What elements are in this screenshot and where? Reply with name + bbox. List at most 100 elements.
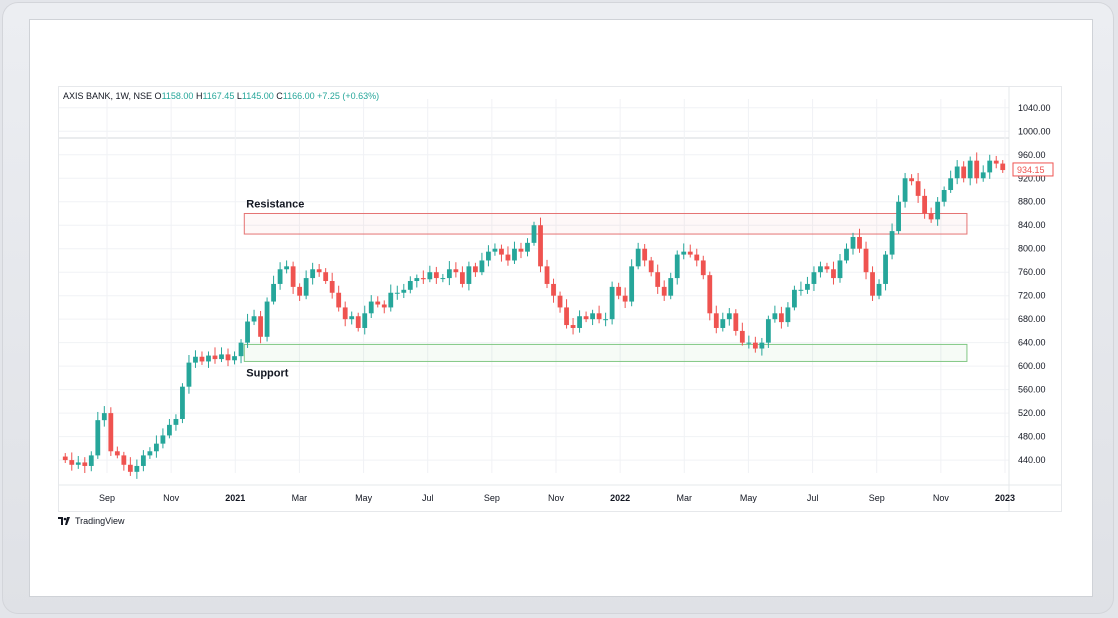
candle-body bbox=[544, 266, 550, 284]
x-tick-label: May bbox=[355, 493, 373, 503]
candle-body bbox=[844, 248, 849, 261]
open-label: O bbox=[154, 91, 162, 101]
candle-body bbox=[316, 269, 322, 273]
candle-body bbox=[95, 420, 101, 456]
candle-body bbox=[284, 266, 290, 270]
candle-body bbox=[538, 225, 543, 267]
candle-body bbox=[661, 286, 667, 296]
candle-body bbox=[440, 278, 446, 280]
y-tick-label: 760.00 bbox=[1018, 267, 1046, 277]
candle-body bbox=[375, 301, 381, 305]
support-zone bbox=[243, 343, 968, 362]
candle-body bbox=[902, 178, 908, 202]
y-tick-label: 1040.00 bbox=[1018, 103, 1051, 113]
x-tick-label: Nov bbox=[548, 493, 565, 503]
chart-area[interactable]: 440.00 480.00 520.00 560.00 600.00 640.00 680.… bbox=[58, 86, 1062, 512]
candle-body bbox=[909, 178, 914, 182]
candle-body bbox=[557, 295, 563, 308]
candle-body bbox=[505, 254, 511, 261]
candle-body bbox=[609, 286, 615, 320]
tradingview-logo[interactable]: TradingView bbox=[58, 516, 125, 526]
candle-body bbox=[101, 413, 107, 421]
candle-body bbox=[75, 462, 81, 465]
price-tag: 934.15 bbox=[1017, 165, 1045, 175]
y-tick-label: 600.00 bbox=[1018, 361, 1046, 371]
tradingview-label: TradingView bbox=[75, 516, 125, 526]
candle-body bbox=[974, 160, 980, 179]
candle-body bbox=[889, 231, 895, 255]
candle-body bbox=[915, 181, 921, 196]
candle-body bbox=[264, 301, 270, 337]
change-value: +7.25 (+0.63%) bbox=[317, 91, 380, 101]
candle-body bbox=[219, 354, 224, 360]
candle-body bbox=[329, 281, 335, 293]
candle-body bbox=[355, 316, 361, 328]
candle-body bbox=[525, 242, 530, 252]
x-tick-label: Sep bbox=[99, 493, 115, 503]
x-tick-label: 2022 bbox=[610, 493, 630, 503]
candle-body bbox=[831, 269, 836, 279]
price-tag-box bbox=[1012, 162, 1054, 177]
x-tick-label: Mar bbox=[677, 493, 693, 503]
candle-body bbox=[720, 319, 726, 328]
candle-body bbox=[967, 160, 973, 179]
open-value: 1158.00 bbox=[161, 91, 194, 101]
high-label: H bbox=[195, 91, 203, 101]
candle-body bbox=[180, 386, 185, 419]
candle-body bbox=[303, 278, 309, 296]
candle-body bbox=[642, 248, 648, 261]
candle-body bbox=[583, 316, 589, 320]
candle-body bbox=[88, 455, 94, 466]
candle-body bbox=[167, 424, 172, 436]
candle-body bbox=[928, 213, 934, 220]
x-tick-label: Sep bbox=[869, 493, 885, 503]
candle-body bbox=[512, 248, 517, 261]
candle-body bbox=[258, 316, 263, 337]
y-tick-label: 800.00 bbox=[1018, 244, 1046, 254]
high-value: 1167.45 bbox=[202, 91, 235, 101]
x-tick-label: Mar bbox=[292, 493, 308, 503]
candle-body bbox=[837, 260, 843, 279]
candle-body bbox=[694, 254, 700, 261]
candle-body bbox=[629, 266, 635, 302]
candle-body bbox=[271, 283, 276, 302]
candle-body bbox=[473, 266, 478, 273]
candle-body bbox=[700, 260, 706, 276]
y-tick-label: 440.00 bbox=[1018, 455, 1046, 465]
candlestick-chart[interactable]: 440.00 480.00 520.00 560.00 600.00 640.00 680.… bbox=[59, 87, 1061, 511]
candle-body bbox=[564, 307, 569, 326]
candle-body bbox=[446, 269, 452, 279]
candle-body bbox=[726, 313, 732, 320]
candle-body bbox=[850, 236, 856, 249]
candle-body bbox=[746, 342, 752, 344]
candle-body bbox=[772, 313, 778, 320]
candle-body bbox=[290, 266, 296, 287]
candle-body bbox=[980, 172, 986, 179]
candle-body bbox=[82, 462, 88, 466]
candle-body bbox=[186, 362, 192, 387]
candle-body bbox=[232, 356, 237, 361]
candle-body bbox=[154, 443, 159, 452]
candle-body bbox=[935, 201, 941, 220]
candle-body bbox=[759, 342, 765, 349]
x-tick-label: Jul bbox=[422, 493, 434, 503]
candle-body bbox=[394, 292, 400, 294]
candle-body bbox=[238, 342, 244, 357]
resistance-label: Resistance bbox=[246, 198, 304, 210]
candle-body bbox=[362, 313, 368, 328]
candle-body bbox=[792, 289, 797, 308]
candle-body bbox=[121, 455, 127, 465]
candle-body bbox=[433, 272, 439, 279]
candle-body bbox=[635, 248, 641, 267]
y-tick-label: 720.00 bbox=[1018, 291, 1046, 301]
x-tick-label: Jul bbox=[807, 493, 819, 503]
candle-body bbox=[551, 283, 556, 296]
candle-body bbox=[752, 342, 758, 349]
candle-body bbox=[687, 251, 693, 255]
candle-body bbox=[954, 166, 960, 179]
y-tick-label: 840.00 bbox=[1018, 220, 1046, 230]
candle-body bbox=[108, 413, 114, 452]
candle-body bbox=[733, 313, 739, 331]
candle-body bbox=[518, 248, 524, 252]
candle-body bbox=[824, 266, 830, 270]
